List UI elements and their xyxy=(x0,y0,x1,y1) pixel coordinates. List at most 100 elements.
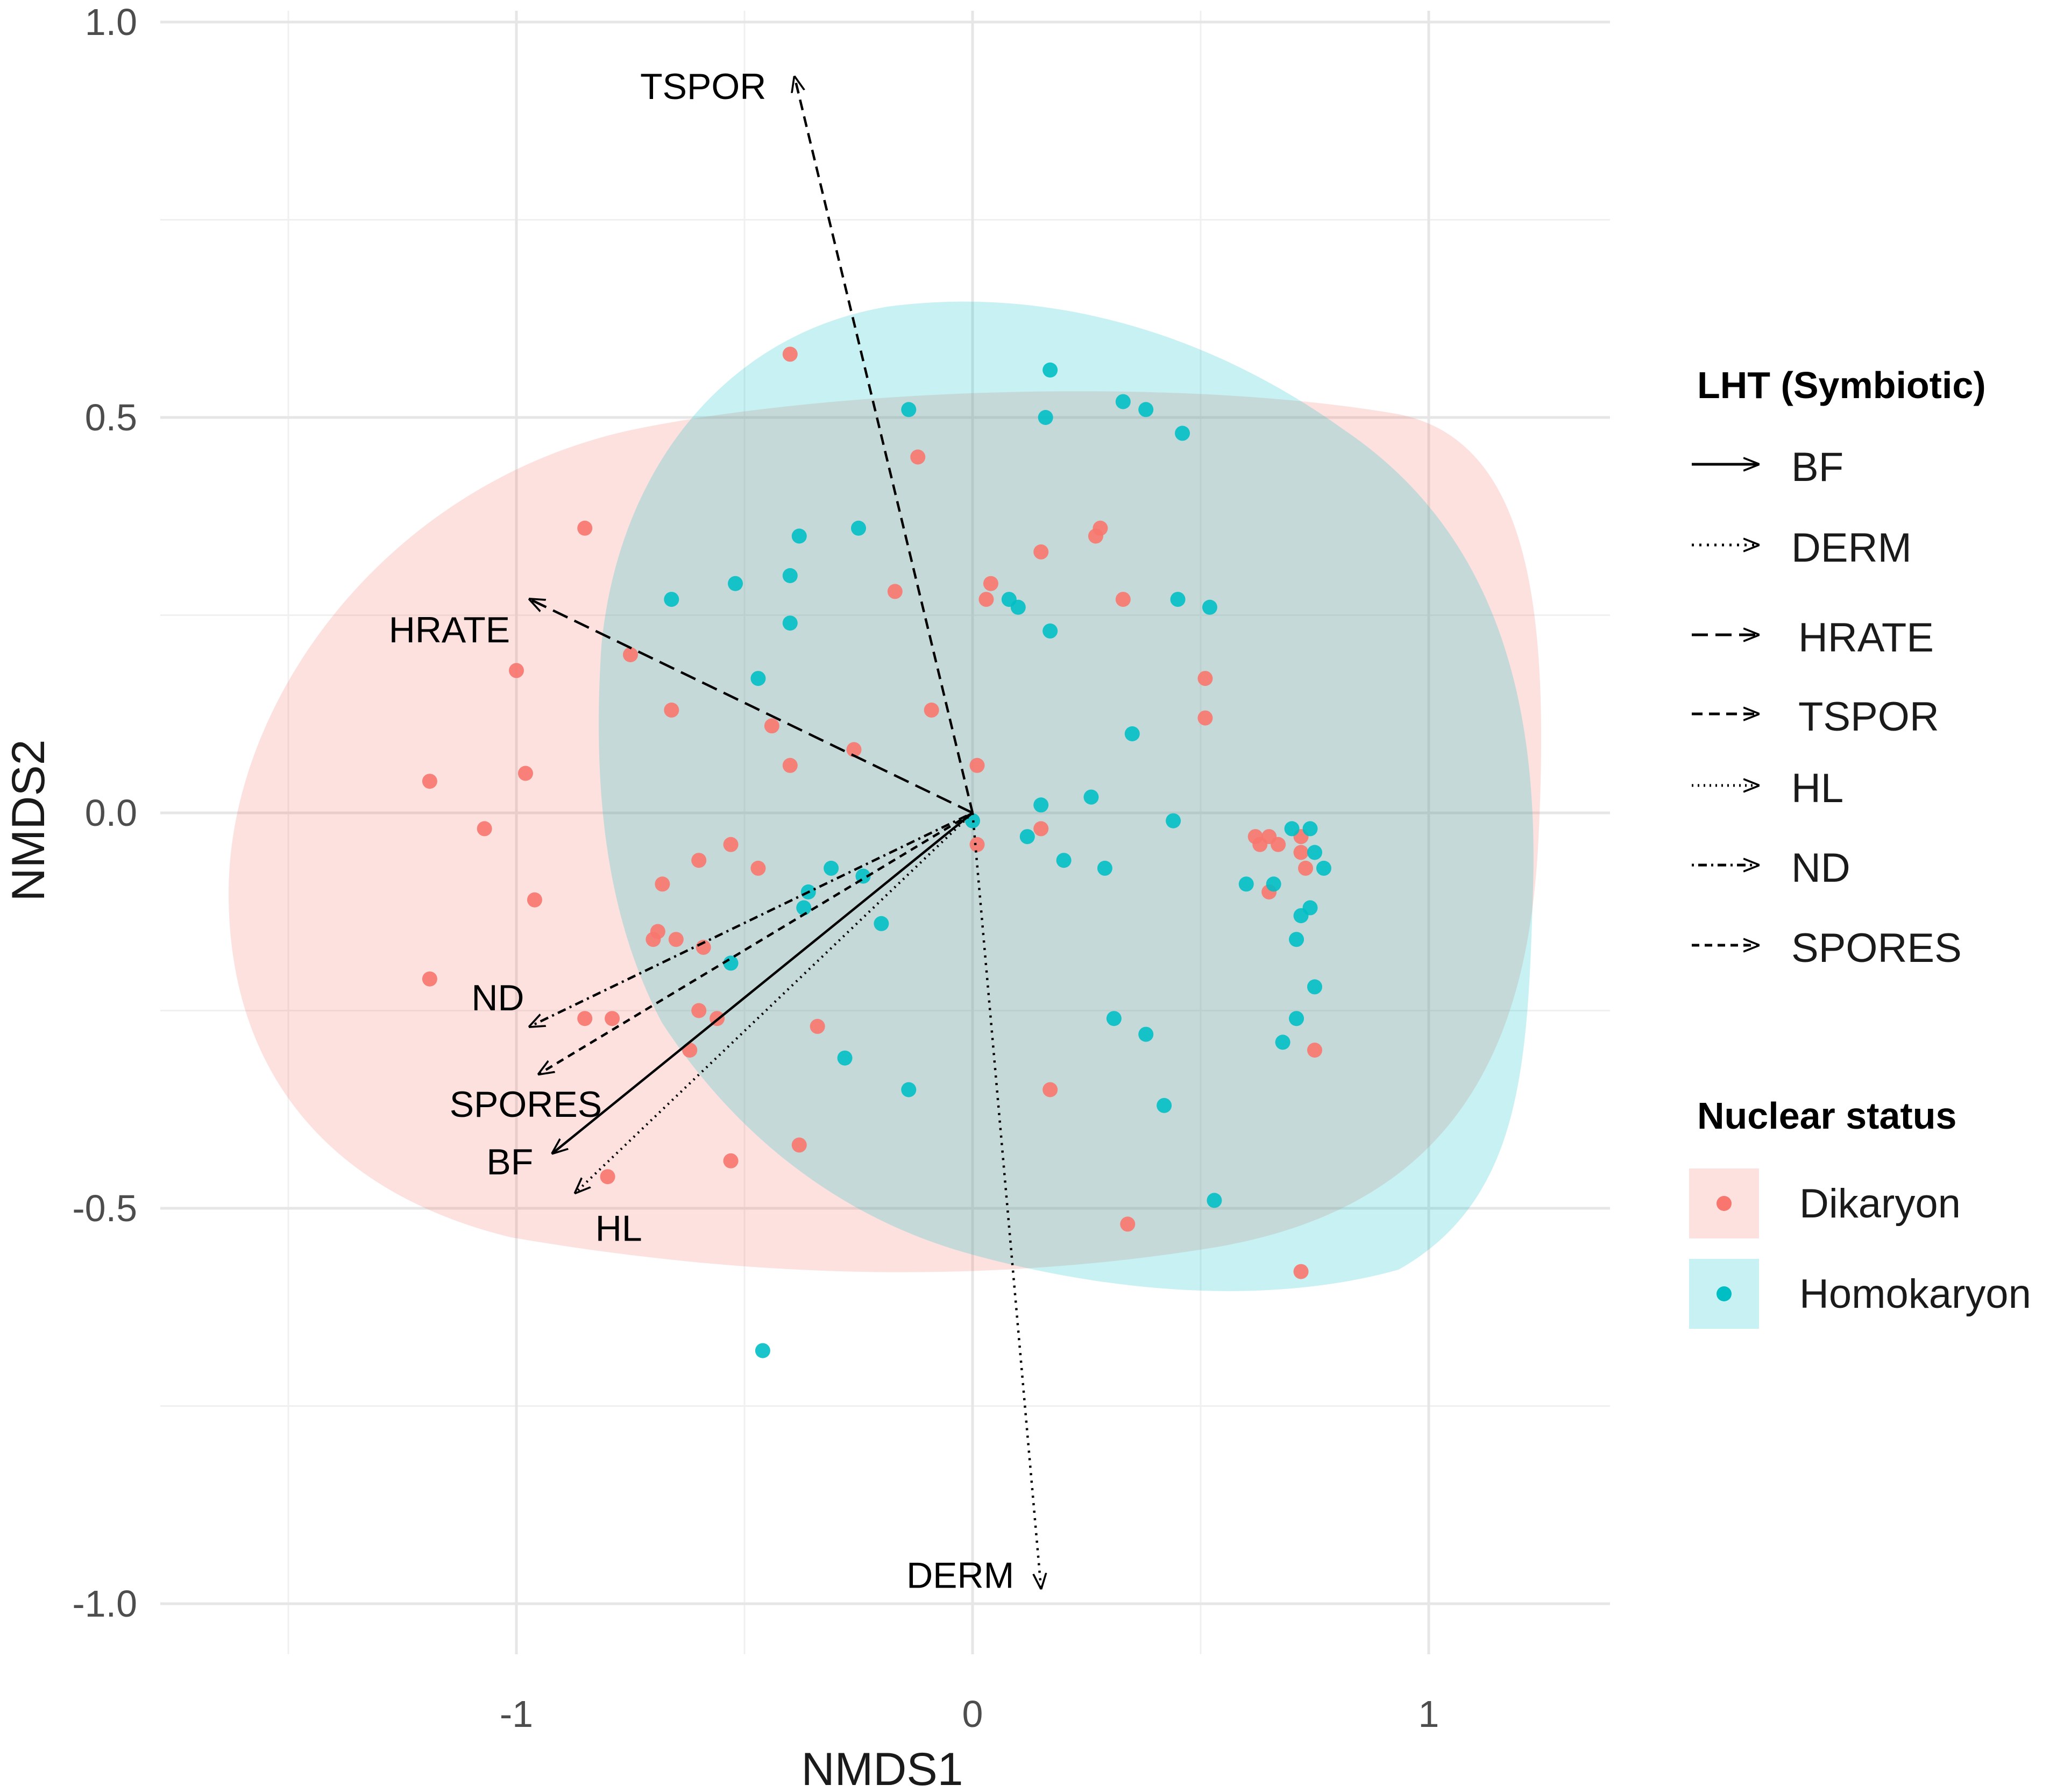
vector-line-bf xyxy=(553,812,974,1153)
y-tick-label: 0.5 xyxy=(85,396,137,438)
legend-label-bf: BF xyxy=(1791,444,1843,490)
data-point-dikaryon xyxy=(1293,845,1309,860)
data-point-homokaryon xyxy=(1115,394,1131,409)
data-point-homokaryon xyxy=(755,1343,770,1358)
vector-label-hrate: HRATE xyxy=(389,610,510,650)
data-point-dikaryon xyxy=(1120,1216,1136,1232)
data-point-homokaryon xyxy=(796,900,812,916)
legend-entry-spores: SPORES xyxy=(1692,925,1962,971)
legend-point-dikaryon xyxy=(1717,1196,1732,1211)
data-point-dikaryon xyxy=(623,647,638,662)
vector-line-derm xyxy=(971,812,1041,1588)
data-point-homokaryon xyxy=(1307,845,1322,860)
data-point-homokaryon xyxy=(1033,797,1049,813)
data-point-homokaryon xyxy=(750,671,766,686)
vector-derm: DERM xyxy=(906,812,1041,1596)
data-point-dikaryon xyxy=(969,837,985,852)
data-point-dikaryon xyxy=(723,837,739,852)
legend-label-tspor: TSPOR xyxy=(1798,694,1939,740)
data-point-homokaryon xyxy=(1170,592,1186,607)
data-point-dikaryon xyxy=(764,718,779,734)
data-point-homokaryon xyxy=(901,402,917,417)
data-point-homokaryon xyxy=(1302,821,1318,837)
legend-entry-bf: BF xyxy=(1692,444,1843,490)
data-point-dikaryon xyxy=(646,932,661,947)
vector-label-spores: SPORES xyxy=(450,1084,602,1125)
data-point-dikaryon xyxy=(422,971,437,987)
data-point-homokaryon xyxy=(1175,426,1190,441)
data-point-homokaryon xyxy=(1157,1097,1172,1113)
legend-label-nd: ND xyxy=(1791,845,1850,891)
data-point-dikaryon xyxy=(577,1011,593,1026)
data-point-homokaryon xyxy=(782,568,798,583)
data-point-dikaryon xyxy=(1271,837,1286,852)
data-point-dikaryon xyxy=(509,663,524,678)
data-point-dikaryon xyxy=(978,592,994,607)
data-point-homokaryon xyxy=(1302,900,1318,916)
data-point-homokaryon xyxy=(1138,402,1154,417)
y-tick-label: -0.5 xyxy=(72,1187,137,1229)
data-point-dikaryon xyxy=(422,774,437,789)
axis-ticks: -1 0 1 -1.0 -0.5 0.0 0.5 1.0 xyxy=(72,1,1439,1735)
legend-label-spores: SPORES xyxy=(1791,925,1962,971)
legend-title-nuclear: Nuclear status xyxy=(1697,1095,1956,1137)
grid-lines xyxy=(160,11,1610,1654)
data-point-dikaryon xyxy=(691,853,707,868)
data-point-homokaryon xyxy=(1202,599,1217,615)
data-point-dikaryon xyxy=(846,742,862,757)
data-point-homokaryon xyxy=(1042,362,1058,378)
legend-entry-dikaryon: Dikaryon xyxy=(1689,1168,1961,1238)
data-point-dikaryon xyxy=(527,892,542,908)
data-point-dikaryon xyxy=(1042,1082,1058,1097)
y-tick-label: 0.0 xyxy=(85,792,137,834)
ellipse-homokaryon xyxy=(599,301,1534,1291)
data-point-homokaryon xyxy=(723,955,739,971)
data-point-dikaryon xyxy=(1033,821,1049,837)
data-point-homokaryon xyxy=(1138,1026,1154,1042)
data-point-homokaryon xyxy=(1019,829,1035,845)
data-point-homokaryon xyxy=(874,916,889,931)
vector-label-hl: HL xyxy=(595,1208,642,1249)
data-point-dikaryon xyxy=(691,1003,707,1018)
data-point-homokaryon xyxy=(1038,410,1053,425)
data-point-dikaryon xyxy=(1093,520,1108,536)
vector-label-bf: BF xyxy=(486,1142,533,1182)
data-point-homokaryon xyxy=(1316,860,1331,876)
data-point-homokaryon xyxy=(664,592,679,607)
data-point-homokaryon xyxy=(837,1050,853,1066)
legend-entry-nd: ND xyxy=(1692,845,1850,891)
vector-tspor: TSPOR xyxy=(640,66,974,813)
vector-label-tspor: TSPOR xyxy=(640,66,766,107)
vector-hrate: HRATE xyxy=(389,599,973,814)
legend-entry-hrate: HRATE xyxy=(1692,615,1934,661)
legend: LHT (Symbiotic) BF DERM HRATE TSPOR HL ND SPOR… xyxy=(1689,364,2031,1329)
data-point-homokaryon xyxy=(1207,1193,1222,1208)
data-point-homokaryon xyxy=(1166,813,1181,828)
data-point-homokaryon xyxy=(1238,876,1254,892)
data-point-homokaryon xyxy=(1289,1011,1304,1026)
data-point-homokaryon xyxy=(1083,789,1099,805)
vector-line-spores xyxy=(539,812,974,1074)
data-point-dikaryon xyxy=(910,449,926,465)
data-point-dikaryon xyxy=(577,520,593,536)
sample-points xyxy=(422,346,1331,1358)
data-point-dikaryon xyxy=(1298,860,1314,876)
legend-vector-entries: BF DERM HRATE TSPOR HL ND SPORES xyxy=(1692,444,1962,971)
vector-hl: HL xyxy=(576,812,974,1249)
legend-entry-tspor: TSPOR xyxy=(1692,694,1939,740)
data-point-homokaryon xyxy=(901,1082,917,1097)
series-dikaryon xyxy=(422,346,1322,1279)
legend-entry-hl: HL xyxy=(1692,766,1843,811)
vector-label-derm: DERM xyxy=(906,1555,1014,1596)
vector-label-nd: ND xyxy=(471,978,524,1018)
vector-spores: SPORES xyxy=(450,812,974,1125)
data-point-dikaryon xyxy=(1115,592,1131,607)
data-point-dikaryon xyxy=(791,1137,807,1153)
x-tick-label: 1 xyxy=(1419,1693,1439,1735)
data-point-homokaryon xyxy=(791,528,807,544)
data-point-dikaryon xyxy=(969,757,985,773)
x-tick-label: -1 xyxy=(500,1693,533,1735)
data-point-homokaryon xyxy=(1266,876,1281,892)
data-point-dikaryon xyxy=(1307,1043,1322,1058)
